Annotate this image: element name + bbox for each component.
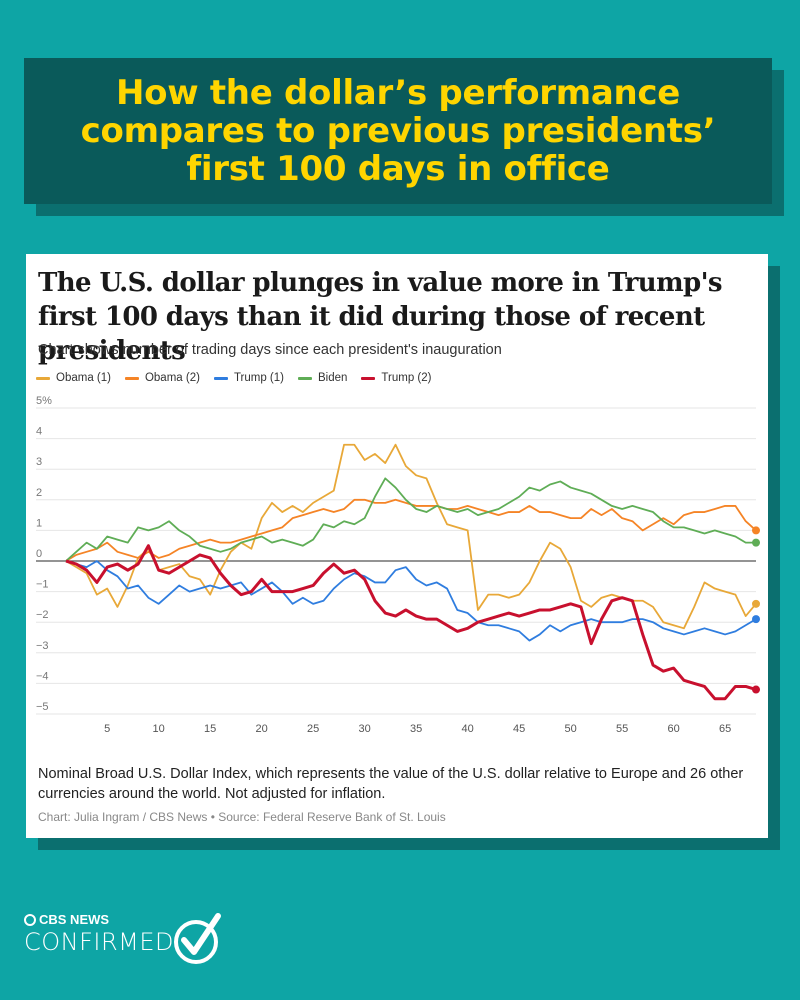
y-tick-label: 2 bbox=[36, 487, 42, 499]
y-tick-label: −1 bbox=[36, 579, 49, 591]
y-tick-label: −2 bbox=[36, 609, 49, 621]
chart-title: The U.S. dollar plunges in value more in… bbox=[38, 268, 723, 366]
x-tick-label: 25 bbox=[307, 723, 319, 734]
legend-swatch bbox=[361, 376, 376, 380]
legend-item: Trump (1) bbox=[213, 372, 284, 384]
series-end-dot bbox=[752, 599, 760, 608]
series-line-obama-1 bbox=[65, 443, 757, 630]
x-tick-label: 5 bbox=[104, 723, 110, 734]
x-tick-label: 20 bbox=[256, 723, 268, 734]
legend-label: Obama (1) bbox=[56, 372, 111, 384]
x-tick-label: 15 bbox=[204, 723, 216, 734]
x-tick-label: 60 bbox=[667, 723, 679, 734]
x-tick-label: 40 bbox=[462, 723, 474, 734]
x-tick-label: 30 bbox=[359, 723, 371, 734]
chart-note: Nominal Broad U.S. Dollar Index, which r… bbox=[38, 766, 744, 802]
legend-swatch bbox=[124, 376, 139, 380]
chart-legend: Obama (1) Obama (2) Trump (1) Biden Trump (2… bbox=[36, 372, 431, 384]
x-tick-label: 50 bbox=[565, 723, 577, 734]
y-tick-label: −3 bbox=[36, 640, 49, 652]
y-tick-label: −4 bbox=[36, 670, 49, 682]
checkmark-badge-icon bbox=[174, 913, 221, 964]
logo-top-row: CBS NEWS bbox=[24, 912, 109, 927]
headline-title: How the dollar’s performance compares to… bbox=[80, 73, 716, 189]
cbs-news-confirmed-logo: CBS NEWS CONFIRMED bbox=[24, 910, 224, 970]
chart-card: The U.S. dollar plunges in value more in… bbox=[26, 254, 768, 838]
legend-item: Biden bbox=[298, 372, 347, 384]
legend-label: Trump (2) bbox=[381, 372, 432, 384]
legend-label: Obama (2) bbox=[144, 372, 200, 384]
y-tick-label: −5 bbox=[36, 701, 49, 713]
chart-subtitle: Chart shows number of trading days since… bbox=[38, 342, 502, 358]
x-tick-label: 55 bbox=[616, 723, 628, 734]
y-tick-label: 4 bbox=[36, 426, 42, 438]
legend-item: Obama (1) bbox=[36, 372, 111, 384]
series-end-dot bbox=[752, 526, 760, 535]
legend-swatch bbox=[36, 376, 50, 380]
y-tick-label: 0 bbox=[36, 548, 42, 560]
y-tick-label: 1 bbox=[36, 517, 42, 529]
legend-item: Trump (2) bbox=[361, 372, 431, 384]
x-tick-label: 45 bbox=[513, 723, 525, 734]
legend-swatch bbox=[298, 376, 312, 380]
legend-swatch bbox=[213, 376, 228, 380]
y-tick-label: 5% bbox=[36, 395, 52, 407]
legend-label: Trump (1) bbox=[233, 372, 284, 384]
chart-credit: Chart: Julia Ingram / CBS News • Source:… bbox=[38, 810, 446, 824]
series-end-dot bbox=[752, 538, 760, 547]
cbs-eye-icon bbox=[24, 913, 36, 926]
series-line-biden bbox=[65, 477, 756, 562]
legend-label: Biden bbox=[318, 372, 348, 384]
series-line-trump-2 bbox=[65, 544, 757, 701]
series-end-dot bbox=[752, 685, 760, 694]
x-tick-label: 35 bbox=[410, 723, 422, 734]
series-line-trump-1 bbox=[65, 560, 757, 642]
headline-banner: How the dollar’s performance compares to… bbox=[24, 58, 772, 204]
legend-item: Obama (2) bbox=[124, 372, 200, 384]
logo-main-text: CONFIRMED bbox=[24, 928, 175, 956]
logo-top-text: CBS NEWS bbox=[39, 912, 110, 927]
series-end-dot bbox=[752, 615, 760, 624]
x-tick-label: 10 bbox=[153, 723, 165, 734]
y-tick-label: 3 bbox=[36, 456, 42, 468]
x-tick-label: 65 bbox=[719, 723, 731, 734]
